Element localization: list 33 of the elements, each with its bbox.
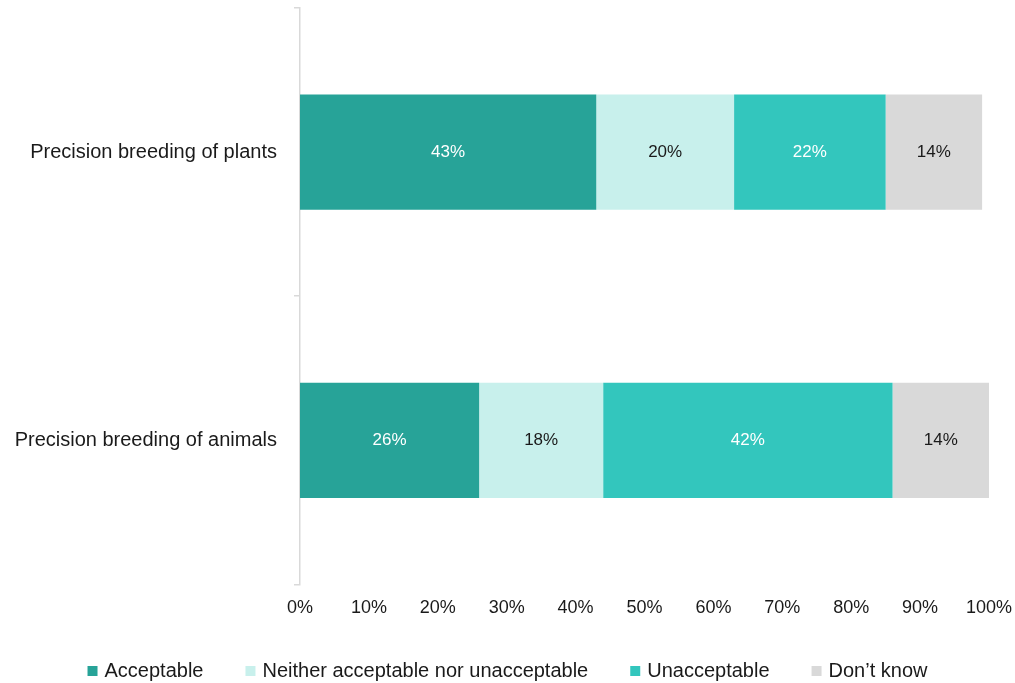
x-tick-label: 30% [488,597,525,618]
x-tick-label: 40% [557,597,594,618]
data-label: 14% [916,141,951,161]
data-label: 43% [431,141,466,161]
x-tick-label: 60% [695,597,732,618]
legend-label: Unacceptable [647,658,770,681]
legend-label: Neither acceptable nor unacceptable [262,658,589,681]
legend-label: Don’t know [828,658,929,681]
x-tick-label: 100% [965,597,1013,618]
data-label: 42% [730,429,765,449]
x-tick-label: 50% [626,597,663,618]
data-label: 18% [524,429,559,449]
bar [892,382,989,498]
data-label: 14% [923,429,958,449]
y-tick-label: Precision breeding of plants [30,139,277,162]
bar [300,94,597,210]
data-label: 20% [648,141,683,161]
bar [603,382,893,498]
y-tick-label: Precision breeding of animals [14,427,277,450]
x-tick-label: 70% [764,597,801,618]
x-tick-label: 10% [350,597,387,618]
x-tick-label: 20% [419,597,456,618]
x-tick-label: 90% [902,597,939,618]
bar [596,94,735,210]
x-tick-label: 0% [286,597,314,618]
bar [479,382,604,498]
x-tick-label: 80% [833,597,870,618]
data-label: 22% [792,141,827,161]
bar [300,382,480,498]
data-label: 26% [372,429,407,449]
bar [885,94,983,210]
bar [734,94,886,210]
legend-label: Acceptable [104,658,204,681]
